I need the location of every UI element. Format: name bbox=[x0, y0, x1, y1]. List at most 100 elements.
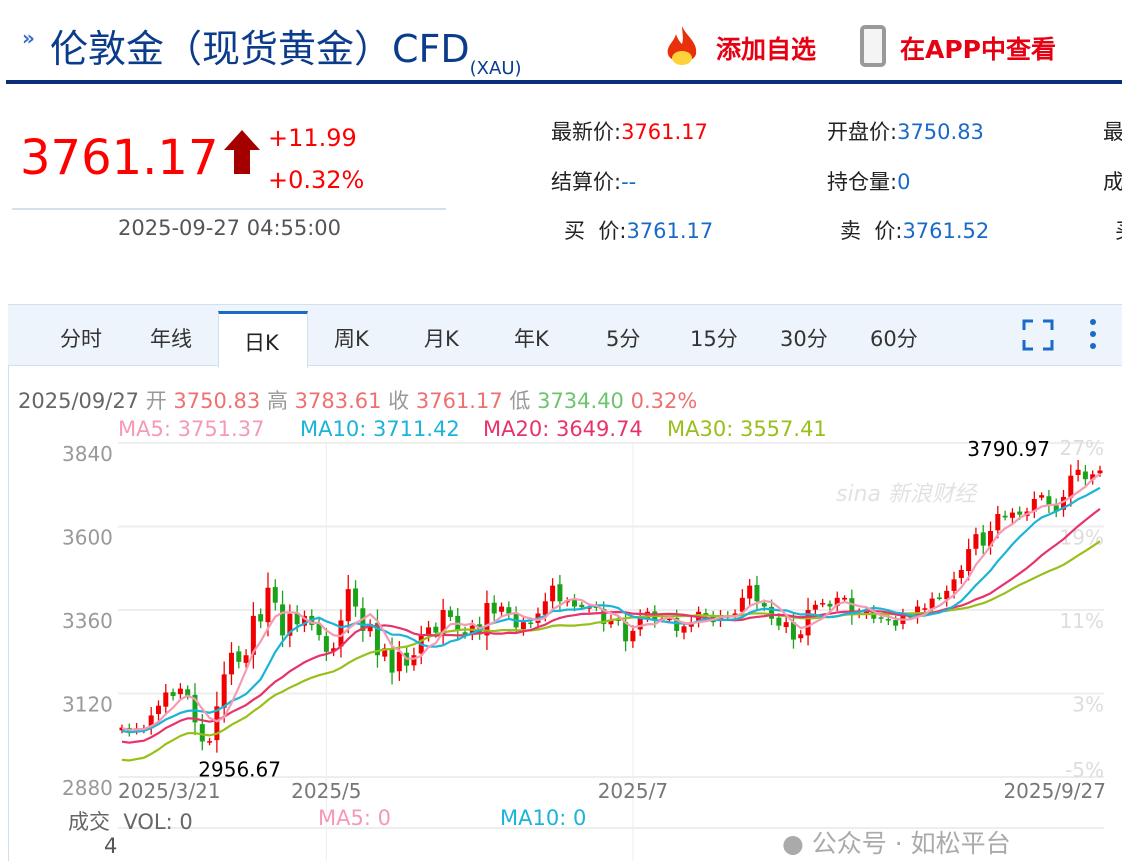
fullscreen-icon[interactable] bbox=[1022, 319, 1054, 351]
flame-icon[interactable] bbox=[658, 24, 706, 68]
candle-body bbox=[433, 626, 439, 633]
max-price-label: 3790.97 bbox=[967, 437, 1050, 461]
field-ask: 卖 价:3761.52 bbox=[840, 219, 990, 243]
candle-body bbox=[958, 569, 964, 578]
candle-body bbox=[973, 534, 979, 549]
volume-ma5: MA5: 0 bbox=[318, 806, 391, 830]
candle-body bbox=[1053, 505, 1059, 512]
ma5-legend: MA5: 3751.37 bbox=[118, 417, 265, 441]
candle-body bbox=[579, 604, 585, 608]
candle-body bbox=[761, 603, 767, 607]
more-menu-icon[interactable] bbox=[1086, 317, 1100, 353]
y-tick-label: 2880 bbox=[62, 776, 113, 800]
candle-body bbox=[739, 597, 745, 612]
x-tick-label: 2025/9/27 bbox=[1003, 779, 1106, 803]
ma30-line bbox=[121, 540, 1101, 762]
candle-body bbox=[980, 532, 986, 546]
candle-body bbox=[827, 603, 833, 607]
page-title: 伦敦金（现货黄金）CFD(XAU) bbox=[50, 18, 522, 79]
candle-body bbox=[915, 606, 921, 617]
candle-body bbox=[834, 597, 840, 606]
candle-body bbox=[885, 619, 891, 621]
phone-icon[interactable] bbox=[860, 25, 886, 67]
current-price: 3761.17 bbox=[20, 130, 219, 186]
candle-body bbox=[353, 588, 359, 607]
candle-body bbox=[155, 705, 161, 715]
x-tick-label: 2025/5 bbox=[291, 779, 361, 803]
ohlc-info: 2025/09/27 开 3750.83 高 3783.61 收 3761.17… bbox=[18, 389, 698, 413]
field-latest: 最新价:3761.17 bbox=[551, 120, 708, 144]
sina-watermark: sina 新浪财经 bbox=[836, 482, 976, 507]
candle-body bbox=[572, 599, 578, 607]
wechat-watermark: ● 公众号 · 如松平台 bbox=[782, 829, 1011, 858]
field-open: 开盘价:3750.83 bbox=[827, 120, 984, 144]
candle-body bbox=[681, 626, 687, 633]
up-arrow-icon bbox=[222, 128, 262, 176]
tab-8[interactable]: 30分 bbox=[780, 327, 828, 351]
y-tick-label: 3360 bbox=[62, 609, 113, 633]
add-watchlist-button[interactable]: 添加自选 bbox=[716, 35, 817, 64]
candle-body bbox=[798, 634, 804, 639]
candle-body bbox=[936, 597, 942, 599]
candle-body bbox=[338, 620, 344, 647]
candle-body bbox=[1097, 470, 1103, 474]
ma5-line bbox=[121, 473, 1101, 732]
chevron-icon: » bbox=[22, 26, 35, 50]
tab-9[interactable]: 60分 bbox=[870, 327, 918, 351]
candle-body bbox=[236, 651, 242, 662]
candle-body bbox=[1017, 511, 1023, 515]
candle-body bbox=[506, 607, 512, 614]
candle-body bbox=[462, 632, 468, 635]
candle-body bbox=[411, 655, 417, 666]
wechat-icon: ● bbox=[782, 829, 804, 858]
candle-body bbox=[345, 589, 351, 622]
header-divider bbox=[6, 80, 1122, 84]
candle-body bbox=[520, 622, 526, 630]
candle-body bbox=[1031, 499, 1037, 512]
chart-border bbox=[8, 366, 9, 861]
candle-body bbox=[893, 620, 899, 626]
candle-body bbox=[192, 694, 198, 723]
y-pct-label: 3% bbox=[1072, 693, 1104, 717]
tab-7[interactable]: 15分 bbox=[690, 327, 738, 351]
candle-body bbox=[294, 612, 300, 625]
active-tab-bg bbox=[218, 311, 308, 368]
candle-body bbox=[988, 531, 994, 547]
candle-body bbox=[491, 602, 497, 614]
tab-2[interactable]: 日K bbox=[244, 331, 279, 355]
divider bbox=[12, 208, 446, 210]
candle-body bbox=[250, 615, 256, 655]
candle-body bbox=[177, 688, 183, 695]
tab-5[interactable]: 年K bbox=[514, 327, 549, 351]
candle-body bbox=[951, 579, 957, 591]
candle-body bbox=[995, 513, 1001, 531]
candle-body bbox=[783, 622, 789, 628]
candle-body bbox=[440, 610, 446, 635]
tab-0[interactable]: 分时 bbox=[60, 327, 102, 351]
candle-body bbox=[922, 608, 928, 610]
view-in-app-button[interactable]: 在APP中查看 bbox=[900, 35, 1056, 64]
candle-body bbox=[542, 601, 548, 615]
candle-body bbox=[878, 617, 884, 619]
field-truncated: 最 bbox=[1103, 120, 1122, 144]
ma30-legend: MA30: 3557.41 bbox=[667, 417, 827, 441]
ma10-legend: MA10: 3711.42 bbox=[300, 417, 460, 441]
candle-body bbox=[148, 715, 154, 729]
candle-body bbox=[323, 636, 329, 652]
tab-1[interactable]: 年线 bbox=[150, 327, 192, 351]
tab-3[interactable]: 周K bbox=[334, 327, 369, 351]
candle-body bbox=[1039, 495, 1045, 498]
candle-body bbox=[287, 613, 293, 636]
candle-body bbox=[790, 622, 796, 640]
symbol: (XAU) bbox=[469, 58, 522, 79]
x-tick-label: 2025/3/21 bbox=[118, 779, 221, 803]
tab-4[interactable]: 月K bbox=[424, 327, 459, 351]
tab-6[interactable]: 5分 bbox=[606, 327, 641, 351]
candle-body bbox=[1068, 475, 1074, 498]
candle-body bbox=[207, 741, 213, 743]
candle-body bbox=[367, 623, 373, 632]
y-tick-label: 3600 bbox=[62, 526, 113, 550]
volume-ma10: MA10: 0 bbox=[500, 806, 587, 830]
candle-body bbox=[185, 689, 191, 696]
